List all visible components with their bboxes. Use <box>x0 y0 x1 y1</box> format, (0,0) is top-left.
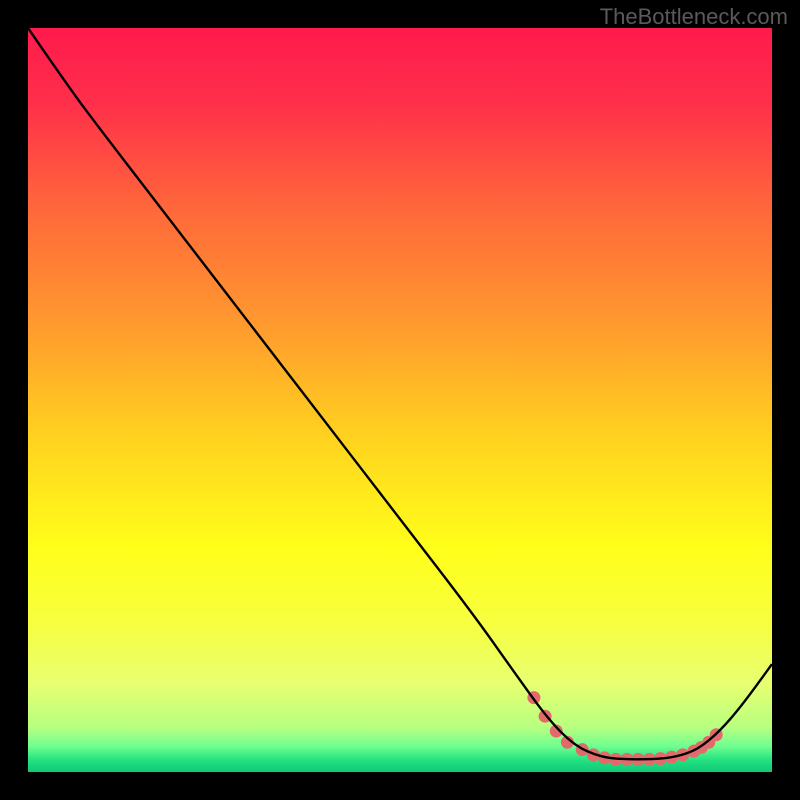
bottleneck-chart <box>28 28 772 772</box>
attribution-text: TheBottleneck.com <box>600 4 788 30</box>
chart-background <box>28 28 772 772</box>
